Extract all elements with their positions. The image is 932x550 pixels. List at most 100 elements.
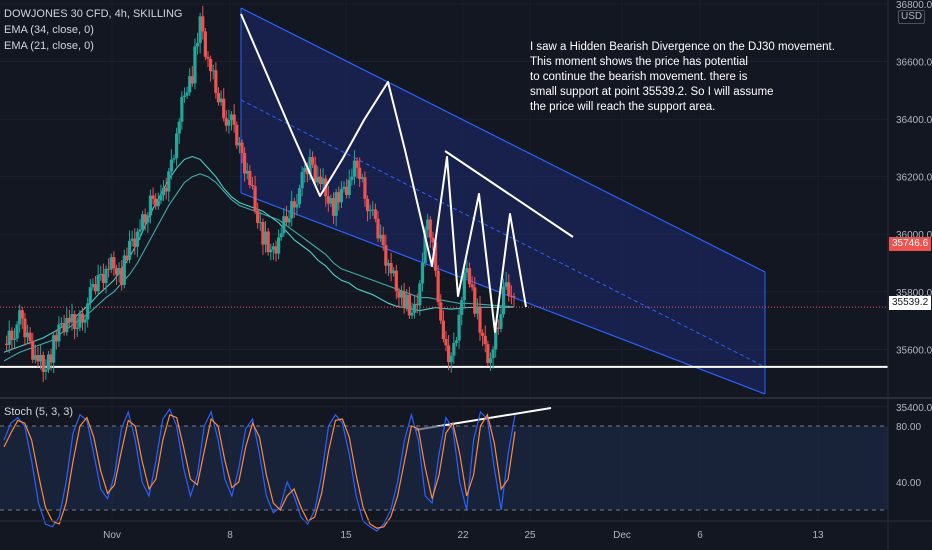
candle-body bbox=[384, 245, 388, 266]
time-tick-label: 8 bbox=[227, 530, 233, 541]
candle-body bbox=[80, 313, 85, 323]
candle-body bbox=[331, 198, 336, 216]
candle-body bbox=[284, 216, 289, 223]
candle-body bbox=[433, 242, 438, 271]
candle-body bbox=[175, 133, 179, 159]
candle-body bbox=[352, 160, 357, 177]
candle-body bbox=[486, 344, 490, 363]
candle-body bbox=[209, 58, 213, 72]
candle-body bbox=[222, 98, 226, 119]
candle-body bbox=[460, 300, 464, 315]
candle-body bbox=[151, 195, 155, 199]
candle-body bbox=[386, 263, 391, 266]
candle-body bbox=[394, 270, 398, 292]
candle-body bbox=[271, 246, 275, 250]
ema21-legend[interactable]: EMA (21, close, 0) bbox=[4, 40, 94, 52]
candle-body bbox=[313, 164, 317, 183]
candle-body bbox=[112, 257, 116, 269]
candle-body bbox=[146, 215, 150, 223]
candle-body bbox=[258, 222, 262, 224]
candle-body bbox=[177, 121, 181, 134]
note-line: I saw a Hidden Bearish Divergence on the… bbox=[530, 41, 835, 53]
candle-body bbox=[311, 157, 315, 165]
price-tick-label: 35800.0 bbox=[896, 288, 932, 299]
candle-body bbox=[101, 273, 105, 283]
candle-body bbox=[214, 70, 218, 93]
time-tick-label: Nov bbox=[103, 530, 121, 541]
candle-body bbox=[75, 327, 79, 329]
candle-body bbox=[114, 268, 119, 275]
candle-body bbox=[441, 320, 445, 339]
candle-body bbox=[376, 218, 380, 239]
analysis-note[interactable]: I saw a Hidden Bearish Divergence on the… bbox=[530, 40, 860, 115]
candle-body bbox=[180, 96, 184, 122]
candle-body bbox=[467, 268, 472, 285]
candle-body bbox=[279, 233, 283, 238]
candle-body bbox=[483, 335, 487, 345]
candle-body bbox=[182, 95, 187, 97]
candle-body bbox=[52, 335, 56, 363]
ema34-legend[interactable]: EMA (34, close, 0) bbox=[4, 24, 94, 36]
candle-body bbox=[488, 358, 493, 363]
candle-body bbox=[405, 294, 409, 308]
candle-body bbox=[473, 287, 477, 314]
candle-body bbox=[402, 291, 406, 308]
stoch-legend[interactable]: Stoch (5, 3, 3) bbox=[4, 406, 74, 418]
candle-body bbox=[198, 16, 202, 44]
zigzag-pattern bbox=[240, 13, 527, 333]
price-tick-label: 36600.0 bbox=[896, 58, 932, 69]
candle-body bbox=[452, 342, 456, 356]
time-tick-label: 15 bbox=[340, 530, 352, 541]
candle-body bbox=[496, 327, 500, 329]
note-line: the price will reach the support area. bbox=[530, 101, 716, 113]
candle-body bbox=[104, 268, 108, 283]
candle-body bbox=[253, 186, 257, 211]
symbol-title[interactable]: DOWJONES 30 CFD, 4h, SKILLING bbox=[4, 8, 183, 20]
currency-label[interactable]: USD bbox=[898, 10, 926, 24]
candle-body bbox=[269, 249, 273, 253]
time-tick-label: 13 bbox=[812, 530, 824, 541]
note-line: This moment shows the price has potentia… bbox=[530, 56, 748, 68]
candle-body bbox=[350, 176, 354, 180]
candle-body bbox=[300, 172, 304, 189]
candle-body bbox=[67, 317, 71, 323]
candle-body bbox=[462, 272, 466, 301]
candle-body bbox=[5, 343, 9, 345]
note-line: small support at point 35539.2. So I wil… bbox=[530, 86, 774, 98]
indicator-legend: DOWJONES 30 CFD, 4h, SKILLING EMA (34, c… bbox=[4, 6, 183, 54]
candle-body bbox=[164, 188, 168, 192]
candle-body bbox=[248, 170, 252, 186]
candle-body bbox=[436, 270, 440, 303]
candle-body bbox=[282, 216, 286, 234]
candle-body bbox=[478, 306, 482, 333]
candle-body bbox=[318, 176, 323, 185]
candle-body bbox=[368, 210, 372, 212]
channel-midline bbox=[240, 99, 766, 368]
candle-body bbox=[41, 355, 45, 372]
candle-body bbox=[224, 118, 228, 126]
candle-body bbox=[141, 214, 145, 230]
candle-body bbox=[371, 209, 375, 211]
candle-body bbox=[93, 284, 98, 292]
price-trendline bbox=[444, 150, 574, 238]
candle-body bbox=[73, 314, 77, 329]
candle-body bbox=[172, 158, 176, 160]
candle-body bbox=[120, 268, 124, 285]
candle-body bbox=[86, 303, 90, 320]
descending-channel[interactable] bbox=[240, 7, 766, 395]
candle-body bbox=[494, 327, 498, 350]
stoch-k-line bbox=[3, 407, 516, 532]
candle-body bbox=[355, 160, 359, 168]
candle-body bbox=[413, 303, 417, 313]
candle-body bbox=[167, 171, 171, 192]
candle-body bbox=[360, 177, 364, 179]
candle-body bbox=[397, 291, 401, 298]
candle-body bbox=[415, 303, 419, 306]
candle-body bbox=[512, 296, 516, 298]
candle-body bbox=[399, 291, 404, 298]
candle-body bbox=[36, 355, 40, 362]
candle-body bbox=[78, 313, 82, 328]
candle-body bbox=[20, 310, 24, 319]
candle-body bbox=[154, 198, 158, 207]
